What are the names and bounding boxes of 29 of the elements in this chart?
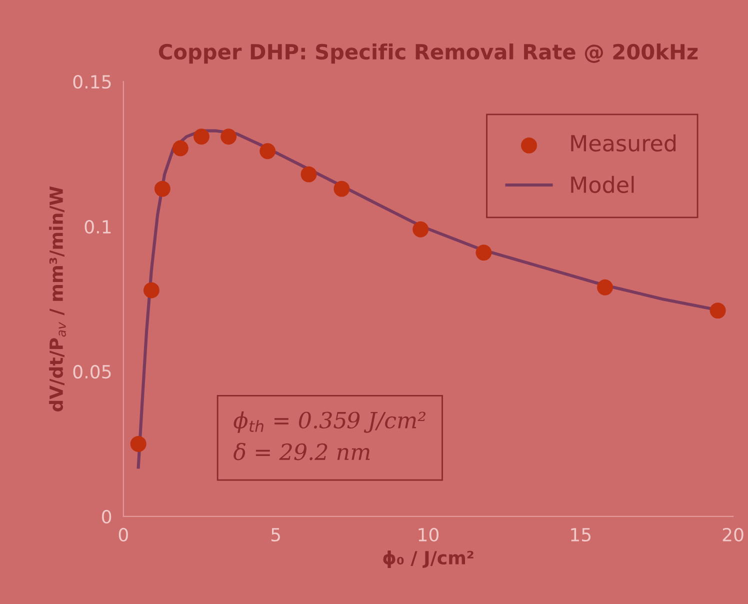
point xyxy=(476,244,492,261)
point xyxy=(172,140,188,156)
y-axis-title: dV/dt/P$_{av}$ / mm³/min/W xyxy=(49,186,66,412)
y-tick-label: 0 xyxy=(102,510,112,524)
point xyxy=(412,221,429,238)
annotation: δ = 29.2 nm xyxy=(234,442,370,460)
chart-title: Copper DHP: Specific Removal Rate @ 200kHz xyxy=(158,43,698,64)
point xyxy=(710,302,726,319)
point xyxy=(260,143,276,160)
x-tick-label: 20 xyxy=(722,528,744,542)
legend-label: Model xyxy=(571,176,634,194)
y-tick-label: 0.1 xyxy=(84,220,111,234)
x-tick-label: 0 xyxy=(118,528,128,542)
point xyxy=(130,436,146,452)
point xyxy=(300,166,317,182)
point xyxy=(193,128,210,145)
y-tick-label: 0.15 xyxy=(73,75,111,89)
point xyxy=(154,180,170,197)
point xyxy=(220,128,237,145)
point xyxy=(597,279,613,296)
x-tick-label: 10 xyxy=(418,528,439,542)
x-tick-label: 15 xyxy=(571,528,591,542)
point xyxy=(334,180,350,197)
annotation: ϕ$_{th}$ = 0.359 J/cm² xyxy=(234,411,426,433)
point xyxy=(143,282,160,298)
x-tick-label: 5 xyxy=(271,528,280,542)
x-axis-title: ϕ₀ / J/cm² xyxy=(383,550,474,568)
legend-label: Measured xyxy=(571,134,676,152)
y-tick-label: 0.05 xyxy=(73,364,111,379)
